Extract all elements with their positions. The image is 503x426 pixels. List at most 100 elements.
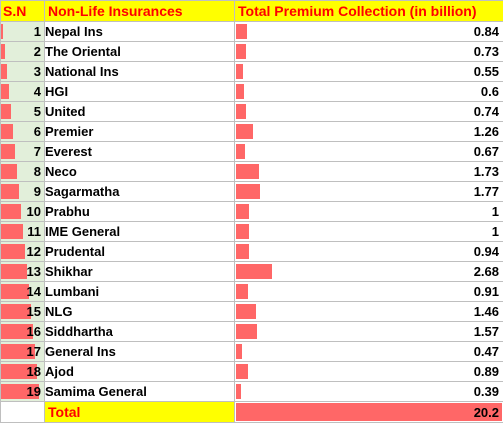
insurer-name-cell[interactable]: Siddhartha: [44, 321, 235, 342]
premium-cell[interactable]: 1.46: [234, 301, 503, 322]
table-body: 1 Nepal Ins 0.84 2 The Oriental 0.73 3 National…: [0, 21, 503, 402]
insurer-name-cell[interactable]: National Ins: [44, 61, 235, 82]
sn-value: 8: [33, 164, 41, 179]
premium-cell[interactable]: 1.77: [234, 181, 503, 202]
sn-cell[interactable]: 8: [0, 161, 45, 182]
premium-cell[interactable]: 1.57: [234, 321, 503, 342]
insurer-name-cell[interactable]: Ajod: [44, 361, 235, 382]
premium-cell[interactable]: 0.94: [234, 241, 503, 262]
sn-cell[interactable]: 7: [0, 141, 45, 162]
sn-value: 15: [26, 304, 41, 319]
insurer-name-cell[interactable]: The Oriental: [44, 41, 235, 62]
premium-data-bar: [236, 144, 245, 159]
table-row: 15 NLG 1.46: [0, 301, 503, 322]
table-row: 17 General Ins 0.47: [0, 341, 503, 362]
sn-column-shading: [1, 102, 44, 121]
premium-cell[interactable]: 1: [234, 221, 503, 242]
sn-column-shading: [1, 22, 44, 41]
premium-cell[interactable]: 0.55: [234, 61, 503, 82]
premium-cell[interactable]: 0.39: [234, 381, 503, 402]
insurer-name-cell[interactable]: United: [44, 101, 235, 122]
insurer-name-cell[interactable]: IME General: [44, 221, 235, 242]
premium-value: 0.89: [473, 364, 499, 379]
premium-cell[interactable]: 1.73: [234, 161, 503, 182]
premium-cell[interactable]: 1: [234, 201, 503, 222]
premium-value: 1: [491, 224, 499, 239]
sn-column-shading: [1, 62, 44, 81]
premium-cell[interactable]: 1.26: [234, 121, 503, 142]
insurer-name-cell[interactable]: Lumbani: [44, 281, 235, 302]
column-header-name[interactable]: Non-Life Insurances: [44, 0, 235, 22]
premium-data-bar: [236, 124, 253, 139]
premium-cell[interactable]: 0.89: [234, 361, 503, 382]
sn-cell[interactable]: 16: [0, 321, 45, 342]
total-sn-cell[interactable]: [0, 401, 45, 423]
premium-data-bar: [236, 44, 246, 59]
premium-data-bar: [236, 384, 241, 399]
insurer-name-cell[interactable]: Samima General: [44, 381, 235, 402]
premium-cell[interactable]: 0.67: [234, 141, 503, 162]
premium-data-bar: [236, 304, 256, 319]
premium-value: 1.26: [473, 124, 499, 139]
sn-cell[interactable]: 13: [0, 261, 45, 282]
sn-cell[interactable]: 14: [0, 281, 45, 302]
sn-data-bar: [1, 264, 27, 279]
sn-cell[interactable]: 9: [0, 181, 45, 202]
premium-cell[interactable]: 0.91: [234, 281, 503, 302]
insurer-name-cell[interactable]: Prabhu: [44, 201, 235, 222]
total-value-cell[interactable]: 20.2: [234, 401, 503, 423]
sn-cell[interactable]: 17: [0, 341, 45, 362]
sn-data-bar: [1, 104, 11, 119]
sn-value: 19: [26, 384, 41, 399]
premium-data-bar: [236, 284, 248, 299]
sn-cell[interactable]: 5: [0, 101, 45, 122]
column-header-premium[interactable]: Total Premium Collection (in billion): [234, 0, 503, 22]
column-header-sn[interactable]: S.N: [0, 0, 45, 22]
table-row: 3 National Ins 0.55: [0, 61, 503, 82]
premium-data-bar: [236, 324, 257, 339]
sn-data-bar: [1, 44, 5, 59]
sn-value: 13: [26, 264, 41, 279]
premium-cell[interactable]: 0.74: [234, 101, 503, 122]
sn-cell[interactable]: 15: [0, 301, 45, 322]
table-row: 19 Samima General 0.39: [0, 381, 503, 402]
insurer-name-cell[interactable]: HGI: [44, 81, 235, 102]
insurer-name-cell[interactable]: Everest: [44, 141, 235, 162]
sn-data-bar: [1, 64, 7, 79]
insurer-name-cell[interactable]: Sagarmatha: [44, 181, 235, 202]
insurer-name-cell[interactable]: Prudental: [44, 241, 235, 262]
total-label[interactable]: Total: [44, 401, 235, 423]
premium-cell[interactable]: 0.47: [234, 341, 503, 362]
sn-cell[interactable]: 11: [0, 221, 45, 242]
sn-cell[interactable]: 3: [0, 61, 45, 82]
sn-cell[interactable]: 10: [0, 201, 45, 222]
insurer-name-cell[interactable]: Nepal Ins: [44, 21, 235, 42]
insurer-name-cell[interactable]: Shikhar: [44, 261, 235, 282]
premium-cell[interactable]: 0.73: [234, 41, 503, 62]
insurer-name-cell[interactable]: General Ins: [44, 341, 235, 362]
sn-data-bar: [1, 124, 13, 139]
insurer-name-cell[interactable]: Neco: [44, 161, 235, 182]
sn-cell[interactable]: 12: [0, 241, 45, 262]
sn-value: 1: [33, 24, 41, 39]
premium-value: 0.47: [473, 344, 499, 359]
premium-cell[interactable]: 0.6: [234, 81, 503, 102]
sn-value: 9: [33, 184, 41, 199]
sn-data-bar: [1, 244, 25, 259]
premium-cell[interactable]: 0.84: [234, 21, 503, 42]
sn-cell[interactable]: 19: [0, 381, 45, 402]
sn-value: 2: [33, 44, 41, 59]
table-row: 12 Prudental 0.94: [0, 241, 503, 262]
table-row: 13 Shikhar 2.68: [0, 261, 503, 282]
sn-cell[interactable]: 4: [0, 81, 45, 102]
insurer-name-cell[interactable]: NLG: [44, 301, 235, 322]
sn-cell[interactable]: 6: [0, 121, 45, 142]
premium-cell[interactable]: 2.68: [234, 261, 503, 282]
sn-data-bar: [1, 384, 39, 399]
insurer-name-cell[interactable]: Premier: [44, 121, 235, 142]
sn-data-bar: [1, 224, 23, 239]
sn-cell[interactable]: 18: [0, 361, 45, 382]
sn-cell[interactable]: 2: [0, 41, 45, 62]
sn-cell[interactable]: 1: [0, 21, 45, 42]
